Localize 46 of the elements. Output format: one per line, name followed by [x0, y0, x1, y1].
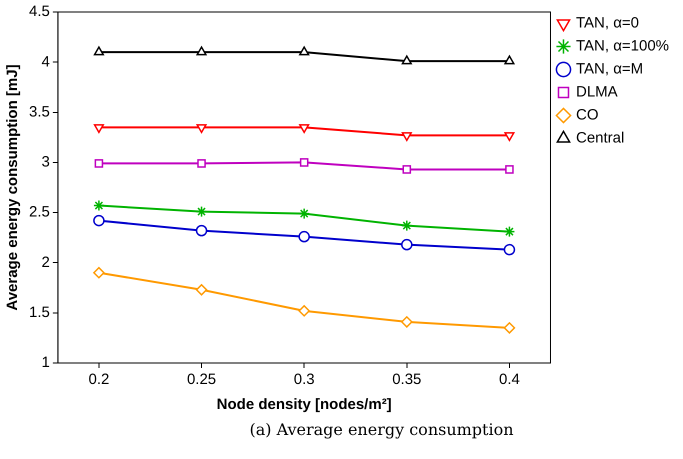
point [197, 159, 206, 168]
legend-label: CO [576, 106, 598, 124]
y-tick-label: 4.5 [28, 3, 50, 20]
point [401, 316, 413, 328]
legend-label: Central [576, 130, 624, 147]
y-tick-label: 1 [42, 354, 50, 372]
point [505, 165, 514, 174]
point [93, 214, 105, 226]
y-tick-label: 4 [42, 53, 50, 70]
y-tick-label: 2 [42, 254, 50, 271]
point [298, 305, 310, 317]
point [401, 220, 413, 232]
legend-label: TAN, α=100% [576, 38, 670, 55]
y-tick-label: 2.5 [28, 204, 50, 221]
point [196, 224, 208, 236]
point [401, 238, 413, 250]
legend-label: DLMA [576, 84, 618, 101]
point [93, 266, 105, 278]
point [300, 158, 308, 167]
y-axis-title: Average energy consumption [mJ] [4, 64, 22, 311]
y-tick-label: 1.5 [28, 304, 50, 321]
x-tick-label: 0.35 [392, 371, 422, 388]
point [504, 55, 515, 64]
point [94, 46, 104, 56]
legend-label: TAN, α=0 [576, 14, 639, 32]
text: (a) Average energy consumption [248, 420, 515, 439]
point [196, 284, 208, 296]
point [504, 226, 516, 238]
point [93, 200, 105, 212]
point [402, 165, 412, 174]
y-tick-label: 3.5 [28, 103, 50, 120]
point [196, 46, 207, 56]
point [299, 46, 310, 56]
x-tick-label: 0.3 [294, 371, 315, 388]
point [298, 230, 310, 242]
point [504, 244, 516, 256]
point [94, 159, 104, 168]
x-tick-label: 0.4 [499, 371, 520, 388]
x-axis-title: Node density [nodes/m²] [216, 396, 392, 414]
x-tick-label: 0.25 [186, 371, 216, 388]
point [402, 55, 412, 64]
point [196, 206, 208, 218]
legend-label: TAN, α=M [576, 60, 644, 78]
point [504, 322, 516, 334]
x-tick-label: 0.2 [88, 371, 110, 388]
y-tick-label: 3 [42, 154, 50, 171]
